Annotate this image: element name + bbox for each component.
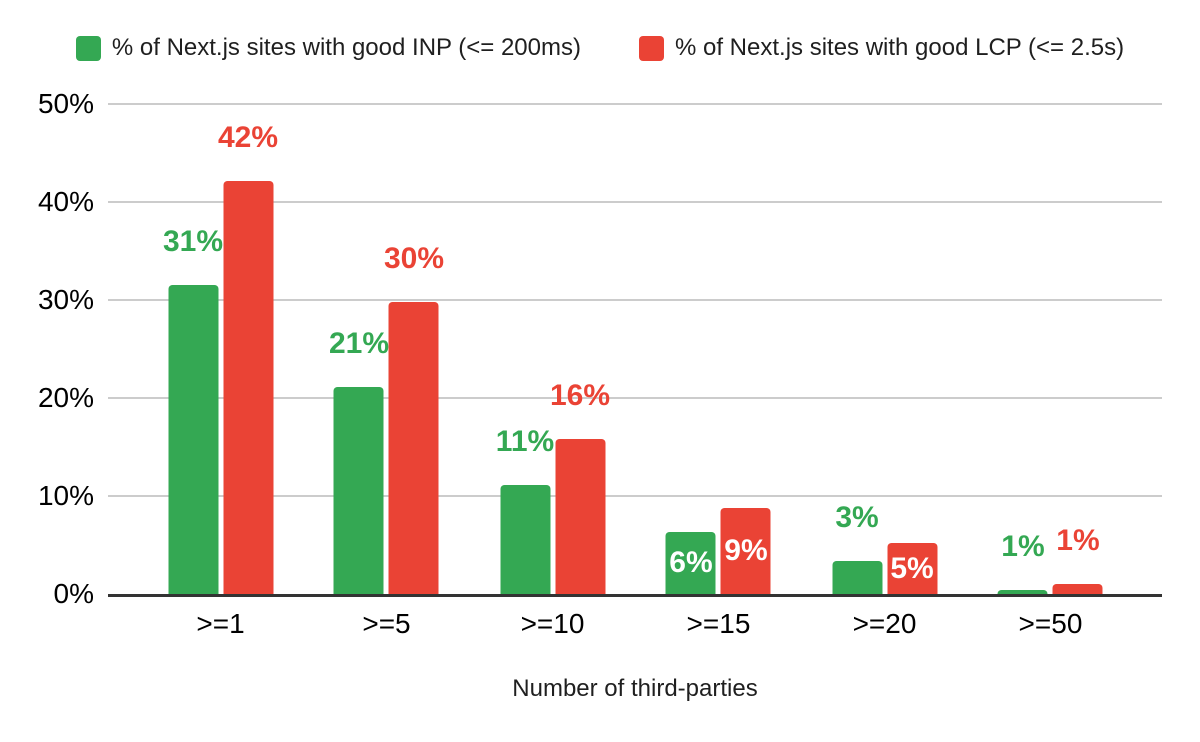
value-label: 9% <box>724 533 768 567</box>
gridline <box>108 103 1162 105</box>
gridline <box>108 201 1162 203</box>
y-tick-label: 0% <box>53 578 94 609</box>
y-tick-label: 10% <box>37 480 94 511</box>
bar-group: 11% 16% <box>496 104 610 594</box>
value-label: 1% <box>1001 529 1045 563</box>
legend-label-inp: % of Next.js sites with good INP (<= 200… <box>111 34 581 61</box>
bar-lcp: 30% <box>384 243 444 594</box>
x-tick-label: >=5 <box>362 608 411 639</box>
y-tick-label: 40% <box>37 186 94 217</box>
bar-inp: 31% <box>163 227 223 594</box>
bar-lcp: 1% <box>1052 526 1103 594</box>
bar-group: 31% 42% <box>163 104 278 594</box>
x-tick-label: >=10 <box>520 608 585 639</box>
bar-lcp: 16% <box>550 381 610 594</box>
lcp-series-swatch-icon <box>638 35 664 61</box>
bar-inp: 1% <box>997 531 1048 594</box>
x-tick-label: >=50 <box>1018 608 1083 639</box>
legend-label-lcp: % of Next.js sites with good LCP (<= 2.5… <box>674 34 1125 61</box>
bar-lcp: 9% <box>720 507 771 594</box>
gridline <box>108 299 1162 301</box>
chart-legend: % of Next.js sites with good INP (<= 200… <box>0 34 1200 62</box>
bar-group: 6% 9% <box>665 104 771 594</box>
value-label: 21% <box>328 327 390 361</box>
x-tick-label: >=1 <box>196 608 245 639</box>
bar-inp: 3% <box>832 502 882 594</box>
bar-inp: 11% <box>496 427 554 594</box>
y-tick-label: 50% <box>37 88 94 119</box>
value-label: 31% <box>162 225 224 259</box>
value-label: 6% <box>669 546 713 580</box>
value-label: 16% <box>549 379 611 413</box>
value-label: 30% <box>383 241 445 275</box>
x-tick-label: >=20 <box>852 608 917 639</box>
bar-group: 21% 30% <box>329 104 444 594</box>
legend-item-lcp: % of Next.js sites with good LCP (<= 2.5… <box>638 34 1125 62</box>
x-tick-label: >=15 <box>686 608 751 639</box>
bar-group: 1% 1% <box>997 104 1103 594</box>
value-label: 42% <box>217 121 279 155</box>
y-tick-label: 20% <box>37 382 94 413</box>
x-axis-title: Number of third-parties <box>512 675 758 702</box>
plot-area: 0% 10% 20% 30% 40% 50% 31% 42% 21% 30% 11% 16% 6% 9% 3… <box>38 89 1162 609</box>
value-label: 11% <box>495 425 555 459</box>
bar-lcp: 5% <box>887 543 937 594</box>
legend-item-inp: % of Next.js sites with good INP (<= 200… <box>75 34 581 62</box>
gridline <box>108 397 1162 399</box>
gridline <box>108 495 1162 497</box>
bar-lcp: 42% <box>218 123 278 594</box>
x-axis: >=1 >=5 >=10 >=15 >=20 >=50 <box>108 608 1162 642</box>
bar-group: 3% 5% <box>832 104 937 594</box>
y-tick-label: 30% <box>37 284 94 315</box>
bar-inp: 6% <box>665 532 716 594</box>
bar-inp: 21% <box>329 329 389 594</box>
inp-series-swatch-icon <box>75 35 101 61</box>
value-label: 3% <box>835 500 879 534</box>
value-label: 1% <box>1056 524 1100 558</box>
value-label: 5% <box>890 551 934 585</box>
